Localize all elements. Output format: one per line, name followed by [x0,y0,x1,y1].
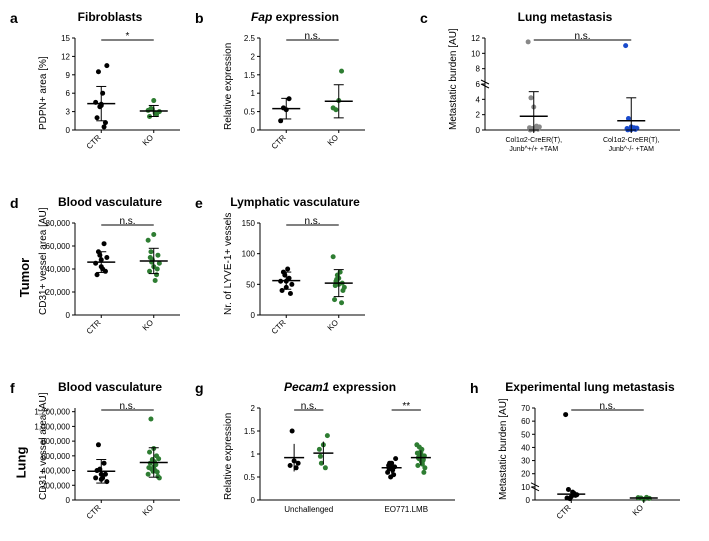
row-label-lung: Lung [13,447,28,479]
panel-f: fBlood vasculatureCD31+ vessel area [AU]… [30,380,190,530]
svg-text:Col1α2-CreER(T),Junb^-/- +TAM: Col1α2-CreER(T),Junb^-/- +TAM [603,137,660,153]
svg-text:CTR: CTR [85,318,103,336]
panel-label-c: c [420,10,428,26]
svg-text:10: 10 [471,49,480,58]
svg-text:10: 10 [521,483,530,492]
svg-text:**: ** [402,401,410,412]
panel-d: dBlood vasculatureCD31+ vessel area [AU]… [30,195,190,345]
chart-svg: 0 20,000 40,000 60,000 80,000 CTR KO n.s. [30,195,190,345]
svg-text:n.s.: n.s. [119,216,135,227]
panel-g: gPecam1 expressionRelative expression00.… [215,380,465,530]
svg-text:0: 0 [66,311,71,320]
svg-text:0: 0 [251,496,256,505]
svg-text:n.s.: n.s. [574,31,590,42]
panel-label-b: b [195,10,204,26]
panel-a: aFibroblastsPDPN+ area [%]03691215CTRKO* [30,10,190,160]
svg-text:0: 0 [251,311,256,320]
svg-text:0: 0 [66,496,71,505]
svg-text:Col1α2-CreER(T),Junb^+/+ +TAM: Col1α2-CreER(T),Junb^+/+ +TAM [505,137,562,153]
svg-text:EO771.LMB: EO771.LMB [384,505,428,514]
svg-text:n.s.: n.s. [301,401,317,412]
svg-text:1,000,000: 1,000,000 [34,422,70,431]
svg-text:100: 100 [242,250,256,259]
svg-text:6: 6 [66,89,71,98]
panel-label-g: g [195,380,204,396]
svg-text:30: 30 [521,457,530,466]
svg-text:40,000: 40,000 [46,265,71,274]
svg-text:CTR: CTR [270,133,288,151]
chart-svg: 0 0.5 1 1.5 2 n.s. Unchallenged ** EO771.LMB [215,380,465,530]
chart-svg: 0 50 100 150 CTR KO n.s. [215,195,375,345]
svg-text:0: 0 [526,496,531,505]
svg-text:KO: KO [326,318,341,333]
svg-text:KO: KO [141,318,156,333]
svg-text:1: 1 [251,450,256,459]
svg-text:Unchallenged: Unchallenged [284,505,333,514]
svg-text:0: 0 [476,126,481,135]
svg-text:6: 6 [476,80,481,89]
svg-text:200,000: 200,000 [41,481,70,490]
svg-text:50: 50 [246,280,255,289]
chart-svg: 0 200,000 400,000 600,000 800,000 1,000,000 1,… [30,380,190,530]
svg-text:1: 1 [251,89,256,98]
svg-text:*: * [126,31,130,42]
svg-text:CTR: CTR [85,133,103,151]
svg-text:n.s.: n.s. [119,401,135,412]
svg-text:KO: KO [326,133,341,148]
svg-text:3: 3 [66,108,71,117]
svg-text:CTR: CTR [555,503,573,521]
svg-text:80,000: 80,000 [46,219,71,228]
svg-text:CTR: CTR [85,503,103,521]
svg-text:150: 150 [242,219,256,228]
svg-text:n.s.: n.s. [599,401,615,412]
svg-text:400,000: 400,000 [41,467,70,476]
panel-b: bFap expressionRelative expression00.511… [215,10,375,160]
svg-text:0.5: 0.5 [244,473,256,482]
panel-label-h: h [470,380,479,396]
svg-text:n.s.: n.s. [304,216,320,227]
svg-text:12: 12 [471,34,480,43]
chart-svg: 0 2 4 6 8 10 12 Col1α2-CreER(T),Junb^+/+ +TAM Co… [440,10,690,160]
svg-text:KO: KO [631,503,646,518]
svg-text:2: 2 [251,404,256,413]
svg-text:1,200,000: 1,200,000 [34,408,70,417]
svg-text:20,000: 20,000 [46,288,71,297]
svg-text:n.s.: n.s. [304,31,320,42]
svg-text:8: 8 [476,65,481,74]
svg-text:40: 40 [521,443,530,452]
svg-text:KO: KO [141,133,156,148]
panel-c: cLung metastasisMetastatic burden [AU]02… [440,10,690,160]
svg-text:2.5: 2.5 [244,34,256,43]
svg-text:9: 9 [66,71,71,80]
panel-label-f: f [10,380,15,396]
panel-e: eLymphatic vasculatureNr. of LYVE-1+ ves… [215,195,375,345]
chart-svg: 0 10 20 30 40 50 60 70 CTR KO n.s. [490,380,690,530]
svg-text:2: 2 [476,111,481,120]
svg-text:60: 60 [521,417,530,426]
svg-text:12: 12 [61,52,70,61]
panel-h: hExperimental lung metastasisMetastatic … [490,380,690,530]
chart-svg: 0 0.5 1 1.5 2 2.5 CTR KO n.s. [215,10,375,160]
svg-text:50: 50 [521,430,530,439]
svg-text:4: 4 [476,95,481,104]
svg-text:1.5: 1.5 [244,427,256,436]
svg-text:1.5: 1.5 [244,71,256,80]
svg-text:0: 0 [66,126,71,135]
panel-label-e: e [195,195,203,211]
svg-text:2: 2 [251,52,256,61]
panel-label-d: d [10,195,19,211]
svg-text:CTR: CTR [270,318,288,336]
svg-text:0.5: 0.5 [244,108,256,117]
svg-text:KO: KO [141,503,156,518]
svg-text:800,000: 800,000 [41,437,70,446]
svg-text:20: 20 [521,470,530,479]
svg-text:15: 15 [61,34,70,43]
svg-text:70: 70 [521,404,530,413]
panel-label-a: a [10,10,18,26]
svg-text:600,000: 600,000 [41,452,70,461]
svg-text:60,000: 60,000 [46,242,71,251]
chart-svg: 0 3 6 9 12 15 CTR KO * [30,10,190,160]
svg-text:0: 0 [251,126,256,135]
